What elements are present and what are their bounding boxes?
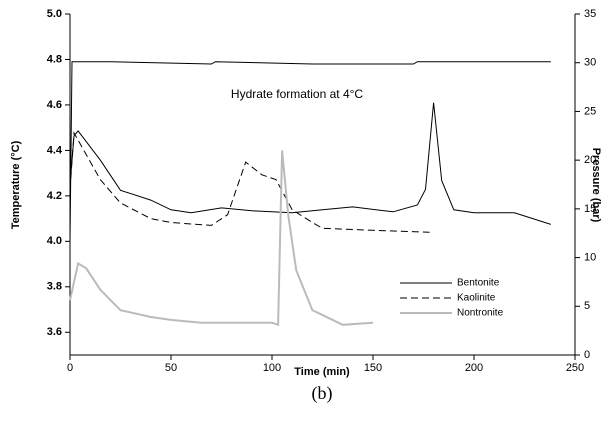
legend-label: Bentonite [457,278,500,289]
series-line [69,150,374,327]
y-tick-label: 4.6 [47,99,62,111]
y2-tick-label: 0 [584,349,590,361]
y2-tick-label: 5 [584,300,590,312]
x-tick-label: 50 [165,362,177,374]
legend-label: Nontronite [457,308,504,319]
y-tick-label: 4.4 [47,144,63,156]
y-tick-label: 4.8 [47,53,62,65]
annotation: Hydrate formation at 4°C [231,87,364,101]
y2-tick-label: 20 [584,154,596,166]
y2-tick-label: 30 [584,57,596,69]
x-tick-label: 150 [364,362,382,374]
y-axis-label: Temperature (°C) [10,140,22,229]
x-tick-label: 100 [263,362,281,374]
y-tick-label: 4.0 [47,235,62,247]
x-tick-label: 0 [67,362,73,374]
y-tick-label: 3.8 [47,281,62,293]
y-tick-label: 3.6 [47,326,62,338]
series-line [69,131,430,233]
caption: (b) [312,383,333,404]
x-tick-label: 200 [465,362,483,374]
x-axis-label: Time (min) [294,366,350,378]
series-line [69,61,551,242]
y2-axis-label: Pressure (bar) [590,148,602,223]
y-tick-label: 5.0 [47,8,62,20]
y-tick-label: 4.2 [47,190,62,202]
y2-tick-label: 25 [584,105,596,117]
y2-tick-label: 10 [584,251,596,263]
legend-label: Kaolinite [457,293,496,304]
y2-tick-label: 15 [584,203,596,215]
series-line [69,102,551,225]
y2-tick-label: 35 [584,8,596,20]
x-tick-label: 250 [566,362,584,374]
